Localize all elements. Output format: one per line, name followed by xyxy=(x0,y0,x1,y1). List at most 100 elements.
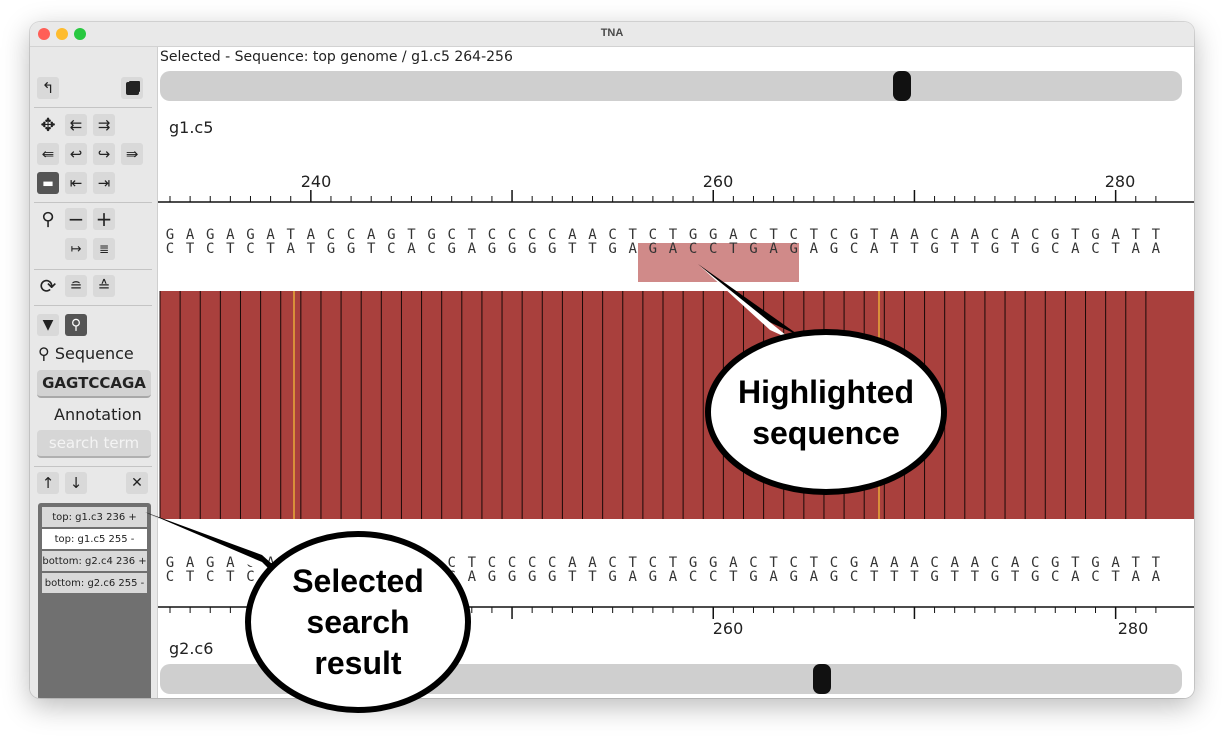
undo-icon[interactable]: ↰ xyxy=(37,77,59,99)
plus-icon[interactable]: + xyxy=(93,207,115,231)
bottom-row1-base: C xyxy=(447,555,455,571)
top-row1-base: A xyxy=(1011,227,1020,243)
minimize-window-button[interactable] xyxy=(56,28,68,40)
refresh-icon[interactable]: ⟳ xyxy=(39,274,57,298)
shift-right-icon[interactable]: ⇉ xyxy=(93,114,115,136)
sequence-search-input[interactable]: GAGTCCAGA xyxy=(37,370,151,398)
align-left-icon[interactable]: ⇤ xyxy=(65,172,87,194)
bottom-row2-base: T xyxy=(729,569,738,585)
maximize-window-button[interactable] xyxy=(74,28,86,40)
collapse-icon[interactable]: ≘ xyxy=(65,275,87,297)
move-icon[interactable]: ✥ xyxy=(40,114,56,136)
close-icon[interactable]: ✕ xyxy=(126,472,148,494)
top-row2-base: A xyxy=(769,241,778,257)
top-row1-base: G xyxy=(166,227,174,243)
annotation-search-input[interactable]: search term xyxy=(37,430,151,458)
search-result-item[interactable]: bottom: g2.c4 236 + xyxy=(42,551,147,571)
forward-icon[interactable]: ↪ xyxy=(93,143,115,165)
top-row1-base: A xyxy=(729,227,738,243)
top-row1-base: C xyxy=(749,227,757,243)
top-row1-base: C xyxy=(447,227,455,243)
bottom-row2-base: G xyxy=(548,569,556,585)
top-row2-base: G xyxy=(991,241,999,257)
search-result-item[interactable]: top: g1.c3 236 + xyxy=(42,507,147,527)
bottom-row2-base: G xyxy=(830,569,838,585)
top-row1-base: C xyxy=(347,227,355,243)
app-window: TNA ↰ ✥ ⇇ ⇉ ⇚ ↩ ↪ ⇛ ▬ ⇤ ⇥ ⚲ − + ↦ ≣ ⟳ ≘ … xyxy=(30,22,1194,698)
top-row2-base: C xyxy=(709,241,717,257)
bottom-row1-base: T xyxy=(629,555,638,571)
bottom-row1-base: A xyxy=(910,555,919,571)
bottom-row2-base: A xyxy=(769,569,778,585)
bottom-row2-base: G xyxy=(930,569,938,585)
top-row1-base: T xyxy=(468,227,477,243)
shift-left-icon[interactable]: ⇇ xyxy=(65,114,87,136)
top-row2-base: G xyxy=(1031,241,1039,257)
search-icon[interactable]: ⚲ xyxy=(65,314,87,336)
top-row2-base: G xyxy=(608,241,616,257)
bottom-row2-base: C xyxy=(1051,569,1059,585)
top-row2-base: G xyxy=(790,241,798,257)
top-row2-base: A xyxy=(870,241,879,257)
top-row2-base: T xyxy=(266,241,275,257)
expand-icon[interactable]: ≙ xyxy=(93,275,115,297)
top-row1-base: C xyxy=(327,227,335,243)
bottom-row1-base: A xyxy=(186,555,195,571)
bottom-scroll-thumb[interactable] xyxy=(812,664,831,694)
wrap-text-icon[interactable]: ≣ xyxy=(93,238,115,260)
bottom-row1-base: C xyxy=(548,555,556,571)
bottom-row1-base: G xyxy=(166,555,174,571)
bottom-row2-base: T xyxy=(588,569,597,585)
result-callout-line: search xyxy=(306,604,410,640)
top-scrollbar[interactable] xyxy=(160,71,1182,101)
top-row2-base: T xyxy=(971,241,980,257)
fit-width-icon[interactable]: ↦ xyxy=(65,238,87,260)
bottom-row1-base: T xyxy=(468,555,477,571)
bottom-row1-base: T xyxy=(810,555,819,571)
jump-left-icon[interactable]: ⇚ xyxy=(37,143,59,165)
minus-icon[interactable]: − xyxy=(65,207,87,231)
top-row1-base: T xyxy=(1132,227,1141,243)
top-row2-base: T xyxy=(588,241,597,257)
top-row2-base: G xyxy=(830,241,838,257)
jump-right-icon[interactable]: ⇛ xyxy=(121,143,143,165)
align-right-icon[interactable]: ⇥ xyxy=(93,172,115,194)
bottom-row2-base: C xyxy=(850,569,858,585)
top-row2-base: A xyxy=(1071,241,1080,257)
toolbar-divider xyxy=(34,305,152,306)
search-result-item[interactable]: bottom: g2.c6 255 - xyxy=(42,573,147,593)
up-arrow-icon[interactable]: ↑ xyxy=(37,472,59,494)
top-row1-base: G xyxy=(689,227,697,243)
top-row2-base: T xyxy=(568,241,577,257)
filter-icon[interactable]: ▼ xyxy=(37,314,59,336)
back-icon[interactable]: ↩ xyxy=(65,143,87,165)
search-result-item-selected[interactable]: top: g1.c5 255 - xyxy=(42,529,147,549)
top-scroll-thumb[interactable] xyxy=(892,71,911,101)
bottom-row1-base: A xyxy=(588,555,597,571)
top-row2-base: C xyxy=(387,241,395,257)
result-callout-pointer-fill xyxy=(150,514,282,582)
copy-icon[interactable] xyxy=(121,77,143,99)
bottom-row2-base: C xyxy=(166,569,174,585)
highlight-callout-pointer-fill xyxy=(700,266,792,340)
bottom-row1-base: C xyxy=(830,555,838,571)
top-row1-base: C xyxy=(930,227,938,243)
sidebar: ↰ ✥ ⇇ ⇉ ⇚ ↩ ↪ ⇛ ▬ ⇤ ⇥ ⚲ − + ↦ ≣ ⟳ ≘ ≙ ▼ … xyxy=(30,47,158,698)
top-row1-base: G xyxy=(427,227,435,243)
bottom-row1-base: A xyxy=(1011,555,1020,571)
close-window-button[interactable] xyxy=(38,28,50,40)
top-row2-base: T xyxy=(890,241,899,257)
bottom-row2-base: T xyxy=(568,569,577,585)
ruler-icon[interactable]: ▬ xyxy=(37,172,59,194)
search-icon: ⚲ xyxy=(38,344,50,363)
top-row2-base: A xyxy=(1132,241,1141,257)
bottom-row1-base: A xyxy=(568,555,577,571)
down-arrow-icon[interactable]: ↓ xyxy=(65,472,87,494)
bottom-row1-base: C xyxy=(991,555,999,571)
bottom-row2-base: A xyxy=(669,569,678,585)
window-title: TNA xyxy=(600,27,624,39)
bottom-row2-base: T xyxy=(971,569,980,585)
top-row2-base: G xyxy=(930,241,938,257)
selection-status: Selected - Sequence: top genome / g1.c5 … xyxy=(160,49,513,65)
zoom-icon[interactable]: ⚲ xyxy=(41,208,55,230)
